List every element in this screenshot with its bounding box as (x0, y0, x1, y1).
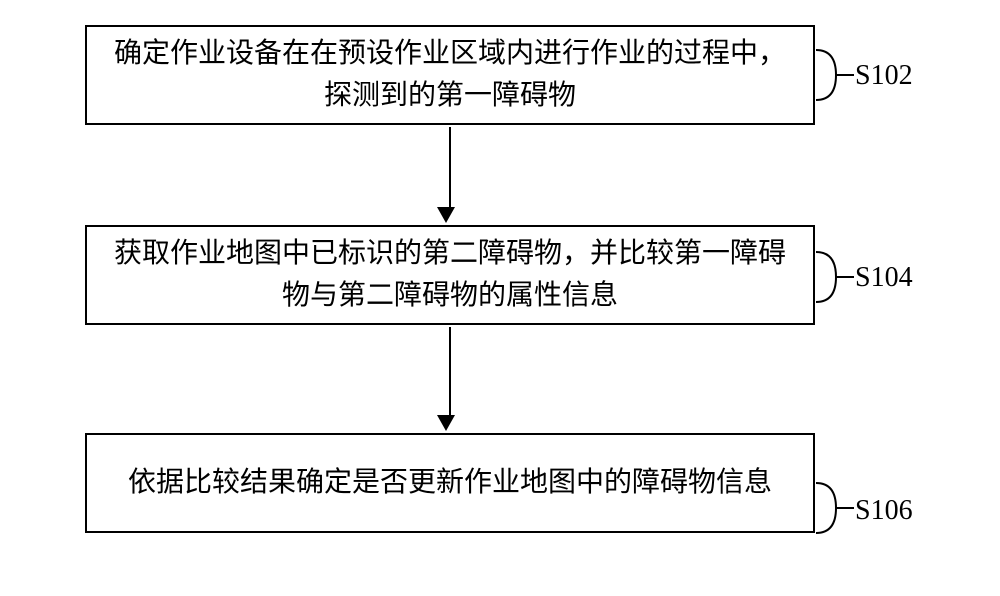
curve-connector-s102 (816, 45, 856, 105)
flowchart-container: 确定作业设备在在预设作业区域内进行作业的过程中，探测到的第一障碍物 S102 获… (0, 0, 1000, 596)
step-label-s102: S102 (855, 60, 913, 92)
step-text-s102: 确定作业设备在在预设作业区域内进行作业的过程中，探测到的第一障碍物 (107, 33, 793, 117)
step-box-s106: 依据比较结果确定是否更新作业地图中的障碍物信息 (85, 433, 815, 533)
arrow-line (449, 327, 451, 415)
arrow-head (437, 207, 455, 223)
arrow-s104-s106 (445, 327, 455, 431)
step-label-s104: S104 (855, 262, 913, 294)
step-box-s102: 确定作业设备在在预设作业区域内进行作业的过程中，探测到的第一障碍物 (85, 25, 815, 125)
curve-connector-s104 (816, 247, 856, 307)
step-text-s104: 获取作业地图中已标识的第二障碍物，并比较第一障碍物与第二障碍物的属性信息 (107, 233, 793, 317)
arrow-s102-s104 (445, 127, 455, 223)
step-text-s106: 依据比较结果确定是否更新作业地图中的障碍物信息 (128, 462, 772, 504)
arrow-line (449, 127, 451, 207)
arrow-head (437, 415, 455, 431)
curve-connector-s106 (816, 478, 856, 538)
step-label-s106: S106 (855, 495, 913, 527)
step-box-s104: 获取作业地图中已标识的第二障碍物，并比较第一障碍物与第二障碍物的属性信息 (85, 225, 815, 325)
